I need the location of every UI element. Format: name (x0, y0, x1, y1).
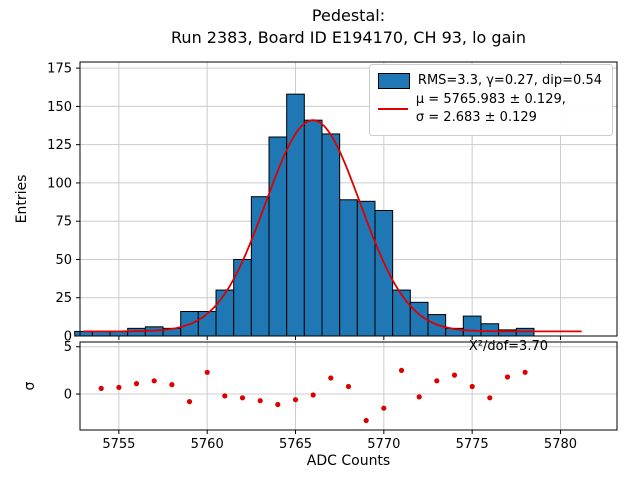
svg-text:5765: 5765 (279, 437, 312, 452)
legend-fit-label-line1: μ = 5765.983 ± 0.129, (415, 92, 566, 108)
svg-text:5760: 5760 (191, 437, 224, 452)
svg-text:5780: 5780 (544, 437, 577, 452)
svg-text:0: 0 (64, 330, 72, 345)
svg-text:25: 25 (55, 291, 72, 306)
y-axis-label: Entries (14, 174, 30, 224)
svg-text:150: 150 (47, 100, 72, 115)
svg-text:5755: 5755 (102, 437, 135, 452)
legend-entry-histogram: RMS=3.3, γ=0.27, dip=0.54 (377, 72, 602, 90)
histogram-swatch-icon (377, 73, 410, 90)
svg-text:0: 0 (64, 388, 72, 403)
fit-line-icon (377, 108, 408, 111)
legend-fit-label: μ = 5765.983 ± 0.129, σ = 2.683 ± 0.129 (416, 91, 566, 127)
svg-text:175: 175 (47, 62, 72, 77)
x-axis-label: ADC Counts (306, 453, 391, 469)
legend-histogram-label: RMS=3.3, γ=0.27, dip=0.54 (417, 73, 602, 88)
legend: RMS=3.3, γ=0.27, dip=0.54 μ = 5765.983 ±… (368, 64, 613, 136)
svg-text:50: 50 (55, 253, 72, 268)
svg-text:5770: 5770 (367, 437, 400, 452)
legend-entry-fit: μ = 5765.983 ± 0.129, σ = 2.683 ± 0.129 (377, 91, 602, 127)
svg-text:100: 100 (47, 176, 72, 191)
svg-text:5775: 5775 (456, 437, 489, 452)
chart-title-line2: Run 2383, Board ID E194170, CH 93, lo ga… (171, 28, 526, 47)
chi2-annotation: X²/dof=3.70 (468, 339, 548, 354)
residual-y-axis-label: σ (22, 381, 38, 391)
legend-fit-label-line2: σ = 2.683 ± 0.129 (415, 110, 537, 126)
svg-text:75: 75 (55, 215, 72, 230)
svg-text:125: 125 (47, 138, 72, 153)
svg-text:5: 5 (64, 340, 72, 355)
chart-title-line1: Pedestal: (311, 6, 386, 25)
